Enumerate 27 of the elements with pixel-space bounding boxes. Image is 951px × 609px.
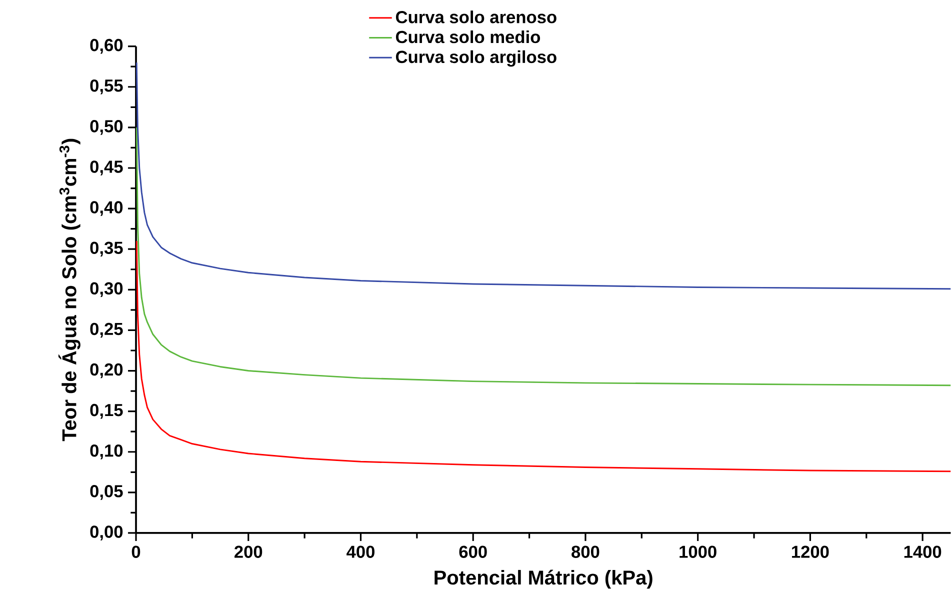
y-tick-label: 0,20 (90, 363, 123, 378)
x-tick-label: 1200 (792, 546, 829, 558)
y-axis-title: Teor de Água no Solo (cm$^{3}$cm$^{-3}$) (58, 138, 80, 442)
x-tick-label: 1400 (904, 546, 942, 558)
y-tick-label: 0,15 (90, 404, 123, 419)
line-series (136, 240, 951, 472)
y-tick-label: 0,30 (90, 282, 123, 298)
y-tick-label: 0,50 (90, 120, 123, 135)
y-tick-label: 0,40 (90, 201, 123, 216)
y-tick-label: 0,00 (90, 526, 123, 540)
x-tick-label: 800 (572, 546, 600, 558)
y-tick-label: 0,05 (90, 485, 123, 500)
x-tick-label: 1000 (680, 546, 716, 558)
x-tick-label: 600 (459, 546, 487, 558)
y-tick-label: 0,60 (90, 38, 123, 54)
legend-label: Curva solo medio (396, 30, 540, 44)
y-tick-label: 0,35 (90, 242, 123, 256)
y-tick-label: 0,55 (90, 79, 123, 94)
legend-label: Curva solo argiloso (396, 50, 556, 67)
legend-label: Curva solo arenoso (396, 10, 556, 24)
y-tick-label: 0,45 (90, 160, 123, 176)
x-tick-label: 0 (132, 546, 140, 558)
x-axis-title: Potencial Mátrico (kPa) (434, 570, 652, 589)
y-tick-label: 0,10 (90, 444, 123, 460)
y-tick-label: 0,25 (90, 322, 123, 338)
x-tick-label: 200 (234, 546, 262, 558)
x-tick-label: 400 (346, 546, 374, 558)
